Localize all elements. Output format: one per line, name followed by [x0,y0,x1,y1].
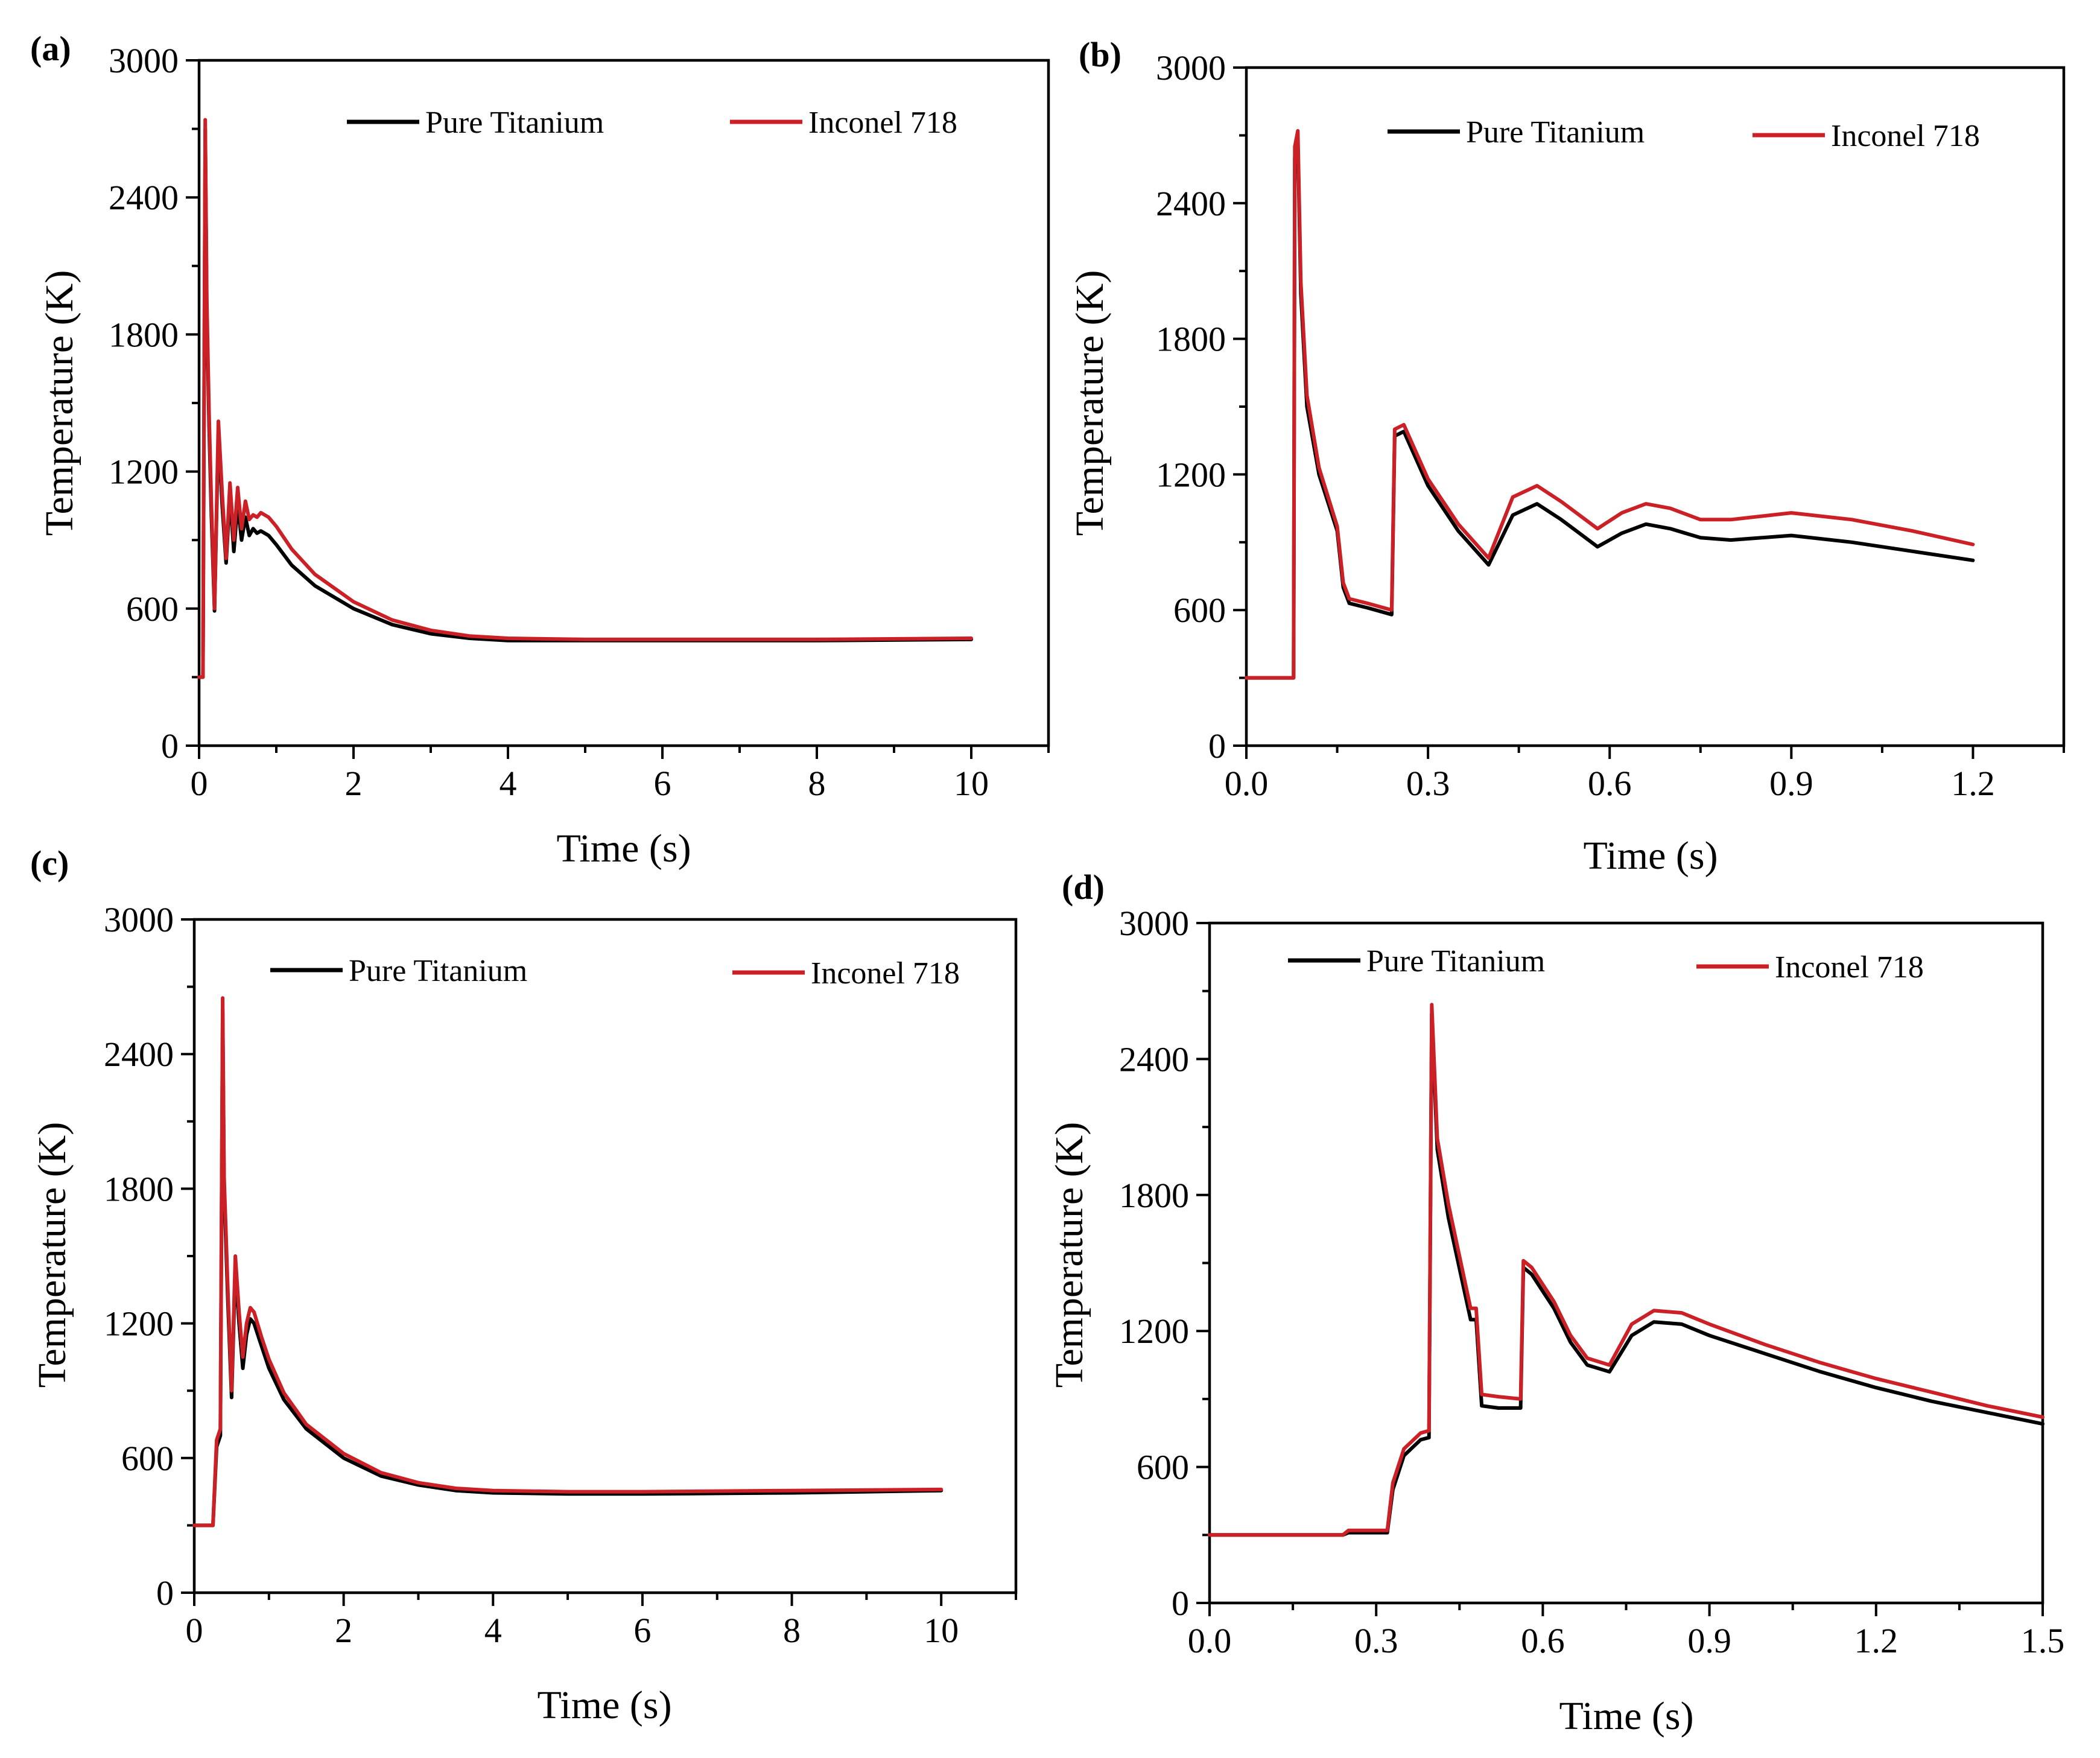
panel-b-label: (b) [1079,35,1121,74]
series-line-inconel-718 [1208,1003,2044,1537]
x-axis-title: Time (s) [537,1683,671,1727]
y-tick-label: 0 [1172,1584,1189,1623]
y-tick-label: 1200 [109,452,179,492]
y-axis-title: Temperature (K) [30,1122,74,1388]
y-tick-label: 3000 [1119,904,1189,943]
x-axis-title: Time (s) [1583,834,1718,878]
y-tick-label: 1200 [104,1304,174,1344]
x-axis-title: Time (s) [1559,1694,1693,1738]
legend-label: Pure Titanium [1466,115,1645,150]
y-tick-label: 1800 [1156,320,1226,359]
x-tick-label: 0.0 [1225,764,1269,803]
y-tick-label: 0 [161,726,179,766]
x-tick-label: 0 [186,1611,203,1650]
chart-d: 0.0 0.3 0.6 0.9 1.2 1.5 0 600 1200 1800 2400 3000 Pu… [1047,904,2064,1738]
y-tick-label: 1800 [1119,1176,1189,1215]
y-tick-label: 1200 [1156,455,1226,494]
series-line-pure-titanium [1208,1012,2044,1537]
y-tick-label: 1800 [109,315,179,354]
panel-d: (d) 0.0 0.3 0.6 0.9 1.2 1.5 0 600 1200 1800 2400 30… [1047,868,2064,1738]
x-tick-label: 0.0 [1188,1621,1232,1660]
x-tick-label: 6 [654,764,671,803]
series-line-pure-titanium [197,127,973,679]
plot-frame [1245,66,2066,747]
panel-c-label: (c) [30,843,69,883]
y-tick-label: 600 [126,589,179,629]
legend-label: Pure Titanium [1366,944,1545,979]
legend-label: Inconel 718 [1775,950,1924,985]
series-line-inconel-718 [1245,129,1975,680]
x-tick-label: 2 [335,1611,352,1650]
y-tick-label: 1800 [104,1169,174,1208]
y-axis-title: Temperature (K) [37,270,81,536]
y-tick-label: 3000 [109,41,179,80]
x-tick-label: 10 [954,764,989,803]
y-tick-label: 600 [121,1439,174,1478]
x-tick-label: 0.9 [1769,764,1813,803]
y-tick-label: 2400 [1119,1039,1189,1079]
x-tick-label: 0.6 [1588,764,1632,803]
x-tick-label: 1.2 [1854,1621,1899,1660]
panel-b: (b) 0.0 0.3 0.6 0.9 1.2 0 600 1200 1800 2400 3000 P… [1068,35,2066,878]
x-tick-label: 2 [345,764,363,803]
series-line-pure-titanium [1245,138,1975,680]
legend-label: Inconel 718 [811,956,960,991]
panel-d-label: (d) [1062,868,1105,907]
x-tick-label: 0.6 [1521,1621,1565,1660]
panel-c: (c) 0 2 4 6 8 10 0 600 1200 1800 2400 3000 Pure Tita… [30,843,1018,1727]
plot-frame [197,59,1050,747]
y-tick-label: 1200 [1119,1312,1189,1351]
y-tick-label: 2400 [109,178,179,217]
y-tick-label: 600 [1173,591,1226,630]
x-tick-label: 0.3 [1406,764,1450,803]
chart-b: 0.0 0.3 0.6 0.9 1.2 0 600 1200 1800 2400 3000 Pure … [1068,48,2066,878]
x-tick-label: 4 [484,1611,502,1650]
y-tick-label: 0 [156,1573,174,1613]
x-tick-label: 0 [191,764,208,803]
y-tick-label: 600 [1137,1448,1189,1487]
series-line-pure-titanium [192,1007,944,1528]
x-axis-title: Time (s) [556,827,691,871]
legend-label: Inconel 718 [1831,119,1980,153]
series-line-inconel-718 [192,996,944,1528]
plot-frame [1208,921,2044,1605]
y-tick-label: 3000 [1156,48,1226,87]
y-axis-title: Temperature (K) [1047,1122,1091,1388]
y-tick-label: 2400 [1156,184,1226,223]
panel-a: (a) 0 2 4 6 8 10 0 600 1200 1800 2400 3000 Pure Tita… [30,29,1050,871]
legend-label: Pure Titanium [349,954,527,988]
x-tick-label: 0.3 [1354,1621,1398,1660]
panel-a-label: (a) [30,29,71,68]
y-axis-title: Temperature (K) [1068,270,1112,536]
chart-c: 0 2 4 6 8 10 0 600 1200 1800 2400 3000 Pure Titanium… [30,900,1018,1727]
chart-a: 0 2 4 6 8 10 0 600 1200 1800 2400 3000 Pure Titanium… [37,41,1050,871]
y-tick-label: 2400 [104,1035,174,1074]
legend-label: Inconel 718 [808,106,957,140]
x-tick-label: 4 [500,764,517,803]
x-tick-label: 8 [808,764,826,803]
x-tick-label: 6 [633,1611,651,1650]
y-tick-label: 0 [1208,726,1226,766]
x-tick-label: 8 [783,1611,801,1650]
x-tick-label: 1.2 [1951,764,1995,803]
series-line-inconel-718 [197,118,973,679]
x-tick-label: 10 [924,1611,959,1650]
legend-label: Pure Titanium [425,106,604,140]
x-tick-label: 0.9 [1687,1621,1731,1660]
y-tick-label: 3000 [104,900,174,939]
x-tick-label: 1.5 [2021,1621,2065,1660]
